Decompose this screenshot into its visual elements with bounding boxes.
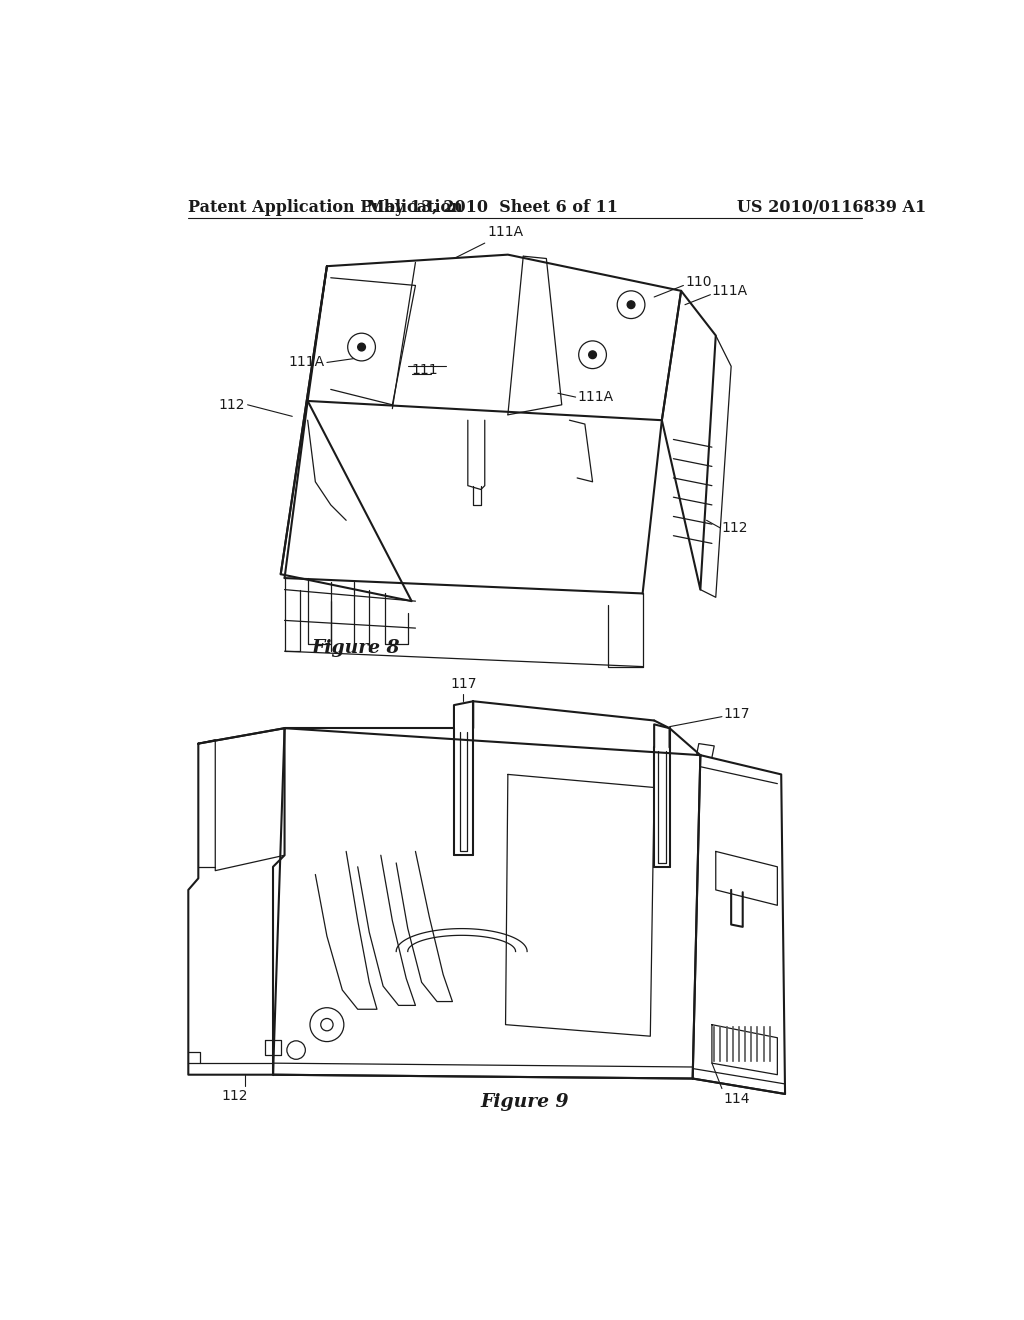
Text: 117: 117 [450,677,476,692]
Text: 110: 110 [685,275,712,289]
Text: 111A: 111A [578,391,613,404]
Text: 112: 112 [722,521,749,535]
Text: 112: 112 [218,397,245,412]
Circle shape [628,301,635,309]
Text: Figure 9: Figure 9 [480,1093,569,1110]
Text: 117: 117 [724,708,750,721]
Text: 111: 111 [412,363,438,378]
Text: US 2010/0116839 A1: US 2010/0116839 A1 [736,199,926,216]
Text: 114: 114 [724,1092,750,1106]
Text: Patent Application Publication: Patent Application Publication [188,199,463,216]
Text: 111A: 111A [289,355,325,370]
Circle shape [589,351,596,359]
Text: Figure 8: Figure 8 [311,639,399,657]
Text: 111A: 111A [487,226,523,239]
Circle shape [357,343,366,351]
Text: 112: 112 [221,1089,248,1102]
Text: 111A: 111A [712,284,749,298]
Text: May 13, 2010  Sheet 6 of 11: May 13, 2010 Sheet 6 of 11 [367,199,617,216]
